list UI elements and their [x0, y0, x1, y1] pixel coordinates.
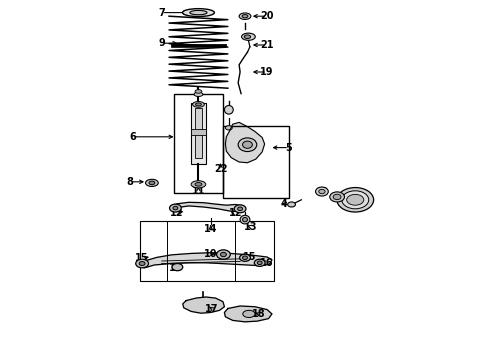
Text: 5: 5: [286, 143, 293, 153]
Bar: [223, 126, 289, 198]
Ellipse shape: [238, 207, 243, 211]
Ellipse shape: [190, 10, 207, 15]
Text: 14: 14: [204, 224, 218, 234]
Polygon shape: [140, 253, 272, 268]
Ellipse shape: [146, 179, 158, 186]
Text: 10: 10: [204, 249, 218, 259]
Ellipse shape: [242, 14, 248, 18]
Ellipse shape: [193, 102, 204, 107]
Bar: [195, 108, 202, 158]
Text: 18: 18: [252, 309, 266, 319]
Text: 8: 8: [126, 177, 133, 187]
Text: 20: 20: [260, 11, 274, 21]
Text: 13: 13: [244, 222, 258, 232]
Ellipse shape: [243, 310, 255, 318]
Polygon shape: [224, 306, 272, 322]
Ellipse shape: [195, 90, 202, 93]
Ellipse shape: [333, 194, 341, 199]
Ellipse shape: [243, 256, 247, 260]
Ellipse shape: [238, 138, 257, 152]
Text: 22: 22: [214, 164, 227, 174]
Ellipse shape: [234, 205, 246, 213]
Ellipse shape: [244, 35, 250, 39]
Text: 16: 16: [169, 263, 182, 273]
Text: 3: 3: [320, 186, 327, 197]
Ellipse shape: [257, 261, 262, 265]
Ellipse shape: [288, 202, 295, 207]
Ellipse shape: [316, 187, 328, 196]
Ellipse shape: [240, 215, 250, 224]
Polygon shape: [183, 297, 224, 313]
Polygon shape: [172, 202, 245, 212]
Ellipse shape: [182, 9, 215, 17]
Text: 12: 12: [170, 208, 183, 218]
Ellipse shape: [220, 252, 226, 257]
Ellipse shape: [240, 254, 250, 261]
Ellipse shape: [330, 192, 344, 202]
Text: 15: 15: [135, 253, 149, 264]
Ellipse shape: [239, 13, 251, 19]
Text: 7: 7: [158, 8, 165, 18]
Bar: [191, 129, 206, 135]
Ellipse shape: [243, 141, 252, 148]
Ellipse shape: [194, 92, 203, 96]
Ellipse shape: [224, 105, 233, 114]
Ellipse shape: [337, 188, 374, 212]
Ellipse shape: [170, 204, 181, 212]
Text: 4: 4: [281, 199, 288, 210]
Ellipse shape: [149, 181, 155, 185]
Ellipse shape: [225, 126, 232, 130]
Ellipse shape: [342, 191, 369, 209]
Ellipse shape: [242, 33, 255, 40]
Ellipse shape: [196, 103, 201, 106]
Bar: [191, 103, 206, 164]
Ellipse shape: [254, 259, 265, 266]
Text: 1: 1: [365, 195, 372, 205]
Text: 11: 11: [192, 186, 205, 196]
Text: 19: 19: [260, 67, 274, 77]
Ellipse shape: [191, 181, 206, 188]
Text: 17: 17: [205, 303, 219, 314]
Text: 12: 12: [228, 208, 242, 218]
Bar: [174, 94, 223, 193]
Ellipse shape: [136, 259, 148, 268]
Text: 6: 6: [129, 132, 136, 142]
Ellipse shape: [139, 261, 145, 266]
Text: 9: 9: [158, 38, 165, 48]
Ellipse shape: [172, 264, 183, 271]
Bar: [140, 221, 274, 281]
Text: 15: 15: [243, 252, 257, 262]
Ellipse shape: [347, 194, 364, 205]
Ellipse shape: [173, 206, 178, 210]
Text: 16: 16: [260, 258, 274, 268]
Ellipse shape: [243, 217, 247, 222]
Polygon shape: [225, 122, 265, 163]
Ellipse shape: [217, 250, 230, 259]
Ellipse shape: [319, 189, 325, 194]
Text: 2: 2: [340, 192, 346, 202]
Text: 21: 21: [260, 40, 274, 50]
Ellipse shape: [195, 183, 202, 186]
